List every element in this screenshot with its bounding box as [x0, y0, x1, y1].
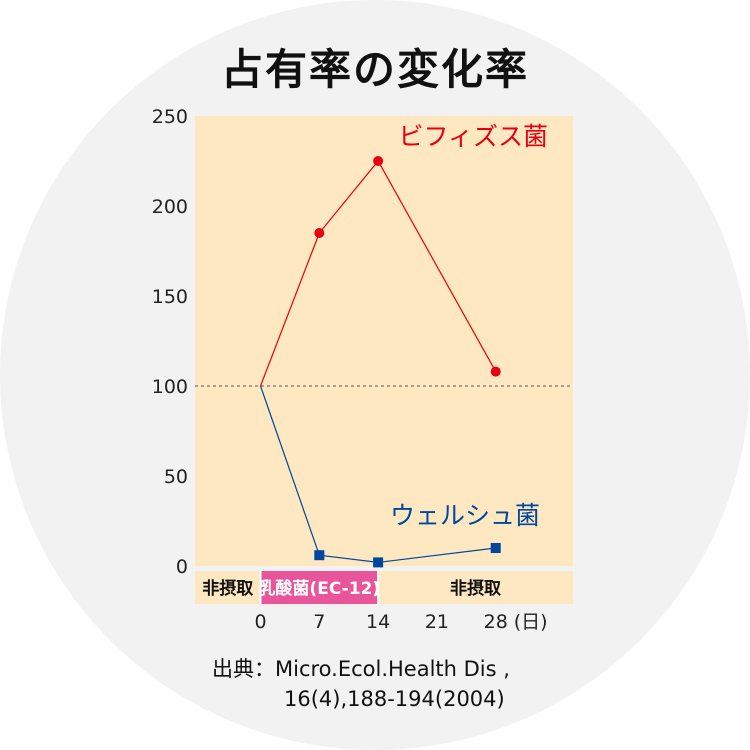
- phase-band-intake: [260, 571, 379, 604]
- data-point: [490, 366, 501, 377]
- x-tick-label: 0: [254, 611, 266, 633]
- phase-label: 非摂取: [450, 578, 501, 599]
- series-label: ビフィズス菌: [398, 122, 548, 151]
- x-tick-label: 21: [425, 611, 449, 633]
- source-citation: 出典：Micro.Ecol.Health Dis , 16(4),188-194…: [212, 654, 510, 714]
- y-tick-label: 200: [152, 196, 188, 218]
- x-unit-label: (日): [514, 611, 548, 633]
- source-line-2: 16(4),188-194(2004): [284, 687, 505, 711]
- x-tick-label: 14: [366, 611, 390, 633]
- data-point: [373, 557, 384, 568]
- x-tick-label: 7: [313, 611, 325, 633]
- series-line: [259, 385, 496, 564]
- plot-area: [195, 116, 573, 566]
- y-tick-label: 100: [152, 376, 188, 398]
- source-line-1: 出典：Micro.Ecol.Health Dis ,: [212, 657, 510, 681]
- data-point: [373, 156, 384, 166]
- y-tick-label: 150: [152, 286, 188, 308]
- series-label: ウェルシュ菌: [390, 501, 540, 530]
- x-tick-label: 28: [484, 611, 508, 633]
- y-tick-label: 250: [152, 106, 188, 128]
- y-tick-label: 0: [176, 556, 188, 578]
- phase-band: [195, 571, 261, 604]
- phase-label: 非摂取: [202, 578, 253, 599]
- data-point: [490, 543, 501, 553]
- data-point: [314, 550, 325, 561]
- phase-band: [378, 571, 573, 604]
- data-point: [314, 228, 325, 238]
- chart-title: 占有率の変化率: [220, 45, 529, 94]
- y-tick-label: 50: [164, 466, 188, 488]
- phase-label: 乳酸菌(EC-12): [258, 578, 380, 599]
- series-line: [259, 159, 497, 387]
